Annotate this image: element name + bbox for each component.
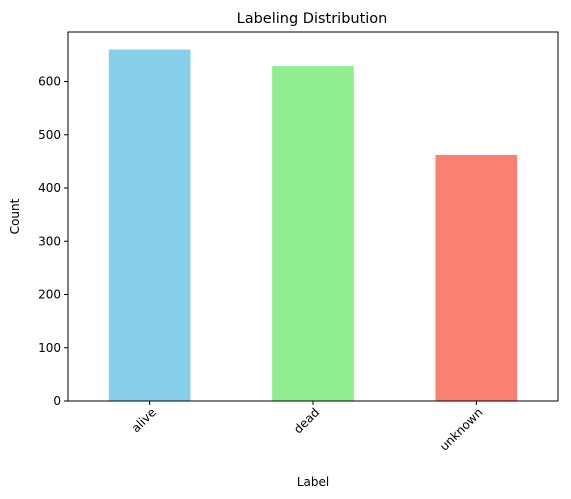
bar-unknown — [435, 155, 518, 401]
y-tick-label: 200 — [38, 288, 61, 302]
x-axis-label: Label — [297, 475, 329, 489]
y-tick-label: 600 — [38, 75, 61, 89]
y-axis-label: Count — [8, 198, 22, 234]
x-tick-label: unknown — [437, 405, 485, 453]
bar-dead — [272, 66, 354, 402]
y-tick-label: 100 — [38, 341, 61, 355]
y-tick-label: 300 — [38, 234, 61, 248]
x-tick-label: alive — [129, 405, 159, 435]
x-tick-label: dead — [291, 405, 322, 436]
y-tick-label: 500 — [38, 128, 61, 142]
bar-alive — [108, 49, 191, 401]
bars-group — [108, 49, 518, 402]
chart-title: Labeling Distribution — [237, 11, 388, 27]
x-axis-ticks: alive dead unknown — [129, 401, 485, 454]
plot-frame — [67, 31, 559, 402]
y-tick-label: 0 — [53, 394, 61, 408]
y-tick-label: 400 — [38, 181, 61, 195]
y-axis-ticks: 0 100 200 300 400 500 600 — [38, 75, 68, 408]
